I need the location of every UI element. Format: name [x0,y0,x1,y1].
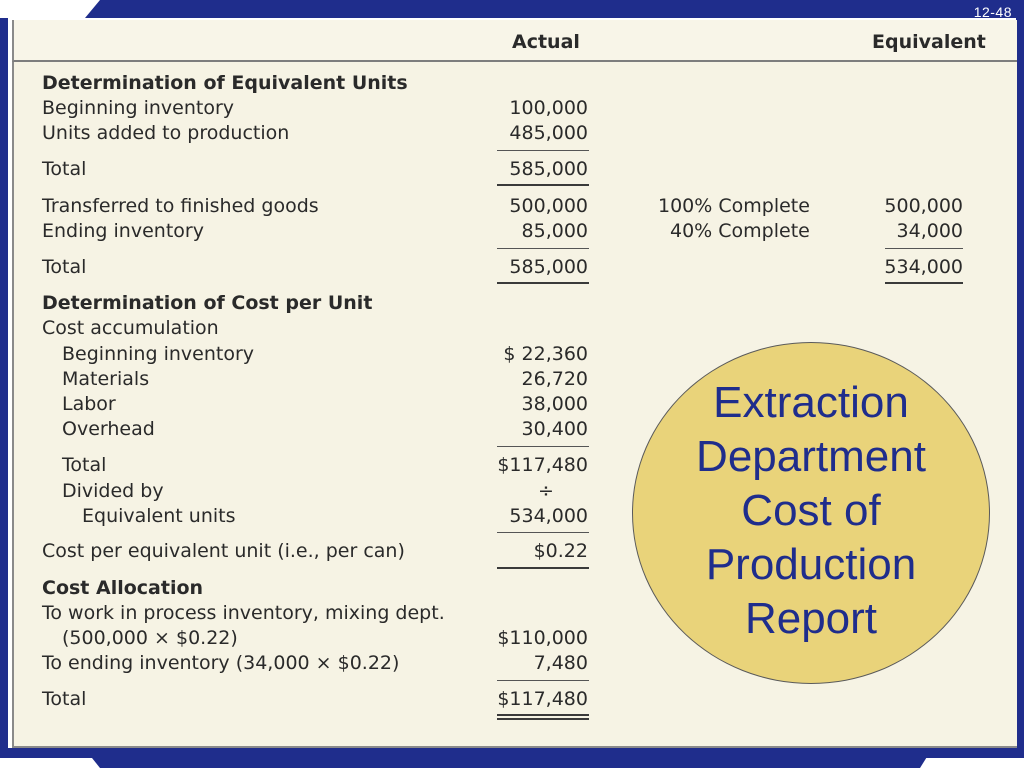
row-complete-ending-inventory: 40% Complete [670,220,810,242]
callout-line-3: Cost of [741,486,881,535]
header-actual: Actual [512,31,580,53]
row-label-cost-total: Total [62,454,107,476]
underline-ending-equivalent [885,248,963,249]
row-label-materials: Materials [62,368,150,390]
row-actual-cost-total: $117,480 [497,454,588,476]
row-complete-transferred: 100% Complete [658,195,810,217]
row-label-cost-accumulation: Cost accumulation [42,317,219,339]
row-equivalent-total-2: 534,000 [884,256,963,278]
row-actual-equivalent-units: 534,000 [509,505,588,527]
row-actual-ending-inventory: 85,000 [521,220,588,242]
corner-bottom-left [0,758,100,768]
row-actual-to-wip: $110,000 [497,627,588,649]
callout-oval [632,342,990,684]
row-label-to-wip: To work in process inventory, mixing dep… [42,602,445,624]
row-actual-overhead: 30,400 [521,418,588,440]
header-band [12,20,1017,62]
underline-overhead [497,446,589,447]
callout-title: Extraction Department Cost of Production… [632,376,990,646]
section-title-cost-allocation: Cost Allocation [42,577,204,599]
corner-top-left [0,0,100,18]
row-actual-units-added: 485,000 [509,122,588,144]
callout-line-1: Extraction [713,378,909,427]
row-label-total-2: Total [42,256,87,278]
row-label-divided-by: Divided by [62,480,164,502]
slide-number: 12-48 [973,4,1012,20]
row-actual-total-1: 585,000 [509,158,588,180]
underline-units [497,150,589,151]
row-actual-transferred: 500,000 [509,195,588,217]
row-label-cost-beginning-inventory: Beginning inventory [62,343,254,365]
header-equivalent: Equivalent [872,31,986,53]
underline-cost-per-unit [497,567,589,569]
row-label-labor: Labor [62,393,116,415]
row-label-ending-inventory: Ending inventory [42,220,204,242]
row-label-units-added: Units added to production [42,122,290,144]
row-actual-cost-beginning-inventory: $ 22,360 [503,343,588,365]
row-actual-divide-sign: ÷ [538,480,554,502]
underline-total-1 [497,184,589,186]
row-equivalent-ending-inventory: 34,000 [896,220,963,242]
row-label-equivalent-units: Equivalent units [82,505,236,527]
underline-total-2-actual [497,282,589,284]
corner-bottom-right [920,758,1024,768]
callout-line-4: Production [705,540,917,589]
row-label-total-1: Total [42,158,87,180]
row-actual-cost-per-equivalent-unit: $0.22 [533,540,588,562]
row-actual-beginning-inventory: 100,000 [509,97,588,119]
row-label-cost-per-equivalent-unit: Cost per equivalent unit (i.e., per can) [42,540,405,562]
row-actual-materials: 26,720 [521,368,588,390]
row-label-to-ending: To ending inventory (34,000 × $0.22) [42,652,400,674]
underline-allocation-total-2 [497,718,589,720]
underline-equivalent-units [497,532,589,533]
row-label-to-wip-calc: (500,000 × $0.22) [62,627,238,649]
underline-total-2-equivalent [885,282,963,284]
row-label-allocation-total: Total [42,688,87,710]
section-title-equivalent-units: Determination of Equivalent Units [42,72,408,94]
underline-to-ending [497,680,589,681]
callout-line-2: Department [696,432,926,481]
underline-ending-actual [497,248,589,249]
row-label-transferred: Transferred to finished goods [42,195,319,217]
row-equivalent-transferred: 500,000 [884,195,963,217]
section-title-cost-per-unit: Determination of Cost per Unit [42,292,373,314]
row-actual-labor: 38,000 [521,393,588,415]
row-label-beginning-inventory: Beginning inventory [42,97,234,119]
callout-line-5: Report [744,594,878,643]
underline-allocation-total-1 [497,714,589,716]
row-actual-total-2: 585,000 [509,256,588,278]
row-label-overhead: Overhead [62,418,155,440]
row-actual-to-ending: 7,480 [533,652,588,674]
row-actual-allocation-total: $117,480 [497,688,588,710]
